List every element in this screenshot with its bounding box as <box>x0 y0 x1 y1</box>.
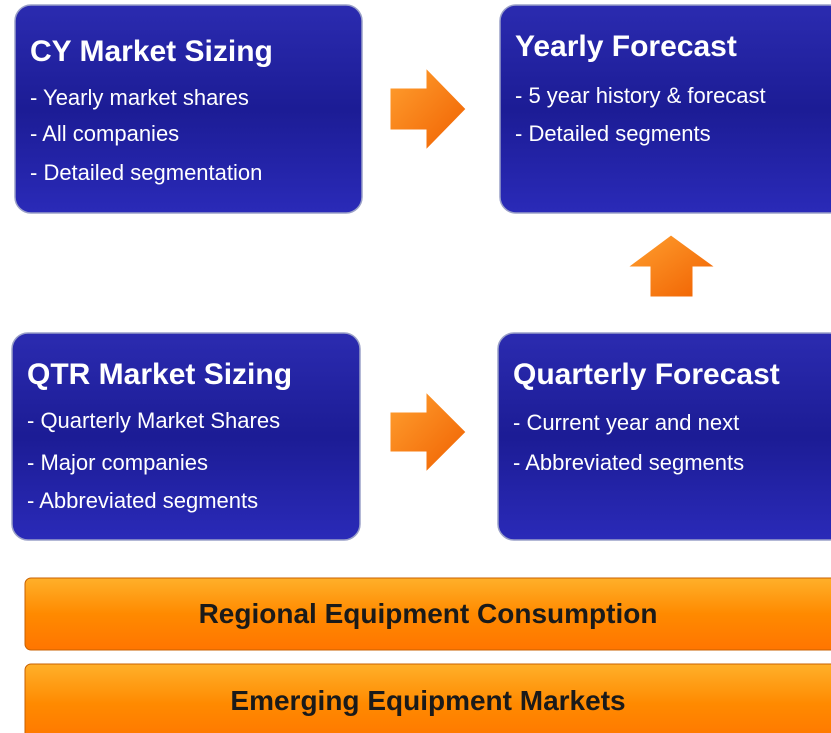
box-item: - Current year and next <box>513 410 739 435</box>
bar-label: Regional Equipment Consumption <box>199 598 658 629</box>
box-item: - Quarterly Market Shares <box>27 408 280 433</box>
box-item: - Major companies <box>27 450 208 475</box>
arrow-up <box>626 234 717 298</box>
box <box>14 4 363 214</box>
box-item: - Detailed segmentation <box>30 160 262 185</box>
box-title: Quarterly Forecast <box>513 358 780 391</box>
box-item: - 5 year history & forecast <box>515 83 766 108</box>
arrow-right <box>389 390 467 474</box>
box-title: Yearly Forecast <box>515 30 737 63</box>
box <box>499 4 831 214</box>
box-title: CY Market Sizing <box>30 35 273 68</box>
box <box>497 332 831 541</box>
box-item: - Abbreviated segments <box>27 488 258 513</box>
bar-label: Emerging Equipment Markets <box>230 685 625 716</box>
box-item: - Yearly market shares <box>30 85 249 110</box>
box-title: QTR Market Sizing <box>27 358 292 391</box>
bar <box>24 663 831 733</box>
box <box>11 332 361 541</box>
box-item: - Detailed segments <box>515 121 711 146</box>
box-item: - Abbreviated segments <box>513 450 744 475</box>
bar <box>24 577 831 651</box>
arrow-right <box>389 66 467 152</box>
box-item: - All companies <box>30 121 179 146</box>
